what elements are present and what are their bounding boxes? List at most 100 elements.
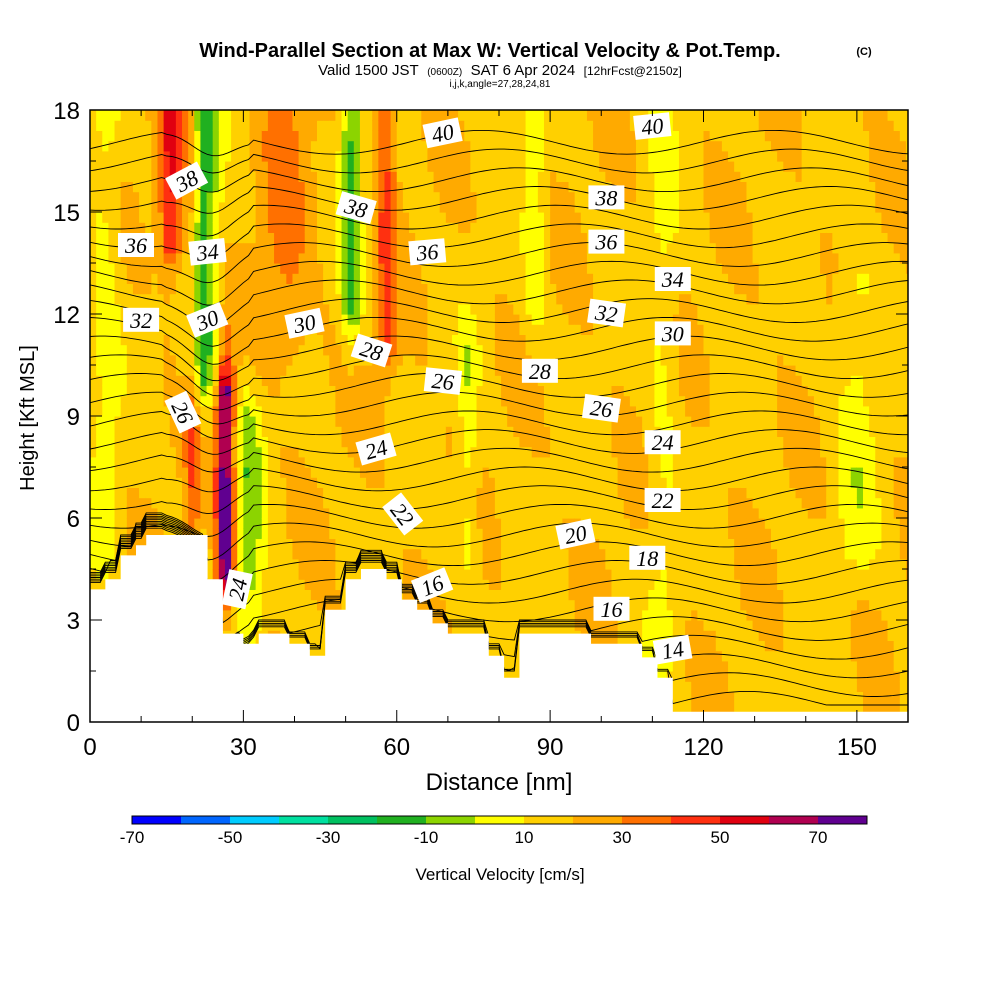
velocity-cell xyxy=(550,518,557,529)
velocity-cell xyxy=(353,538,361,550)
velocity-cell xyxy=(347,354,355,366)
velocity-cell xyxy=(96,548,103,560)
velocity-cell xyxy=(298,171,306,182)
velocity-cell xyxy=(464,609,471,621)
velocity-cell xyxy=(249,385,257,397)
velocity-cell xyxy=(212,405,220,417)
velocity-cell xyxy=(335,416,343,427)
velocity-cell xyxy=(593,212,600,223)
velocity-cell xyxy=(341,426,349,437)
velocity-cell xyxy=(574,293,582,305)
velocity-cell xyxy=(415,477,422,488)
velocity-cell xyxy=(157,191,165,203)
velocity-cell xyxy=(108,365,116,376)
velocity-cell xyxy=(231,467,238,478)
velocity-cell xyxy=(409,405,416,417)
velocity-cell xyxy=(501,222,508,233)
velocity-cell xyxy=(274,365,281,376)
velocity-cell xyxy=(206,569,214,580)
velocity-cell xyxy=(359,477,367,488)
velocity-cell xyxy=(445,334,453,346)
velocity-cell xyxy=(458,528,465,539)
velocity-cell xyxy=(384,456,392,468)
velocity-cell xyxy=(126,201,134,213)
velocity-cell xyxy=(513,303,521,315)
velocity-cell xyxy=(212,263,220,274)
velocity-cell xyxy=(359,303,367,315)
velocity-cell xyxy=(501,263,508,274)
velocity-cell xyxy=(353,130,361,142)
velocity-cell xyxy=(507,191,514,203)
velocity-cell xyxy=(470,395,478,407)
velocity-cell xyxy=(224,487,232,499)
velocity-cell xyxy=(445,110,453,121)
velocity-cell xyxy=(390,416,398,427)
velocity-cell xyxy=(347,324,355,335)
velocity-cell xyxy=(102,344,110,356)
velocity-cell xyxy=(310,354,318,366)
velocity-cell xyxy=(353,487,361,499)
velocity-cell xyxy=(402,344,410,356)
velocity-cell xyxy=(292,242,300,254)
velocity-cell xyxy=(464,507,471,519)
velocity-cell xyxy=(132,171,140,182)
velocity-cell xyxy=(188,324,195,335)
velocity-cell xyxy=(427,538,435,550)
velocity-cell xyxy=(163,120,171,131)
velocity-cell xyxy=(537,456,545,468)
velocity-cell xyxy=(255,120,263,131)
velocity-cell xyxy=(212,467,220,478)
velocity-cell xyxy=(231,507,238,519)
velocity-cell xyxy=(494,201,502,213)
velocity-cell xyxy=(525,528,533,539)
velocity-cell xyxy=(298,130,306,142)
velocity-cell xyxy=(261,385,269,397)
velocity-cell xyxy=(439,212,447,223)
velocity-cell xyxy=(274,242,281,254)
velocity-cell xyxy=(390,467,398,478)
velocity-cell xyxy=(372,161,379,172)
velocity-cell xyxy=(323,579,330,590)
velocity-cell xyxy=(102,212,110,223)
velocity-cell xyxy=(464,242,471,254)
velocity-cell xyxy=(580,579,588,590)
velocity-cell xyxy=(366,467,373,478)
velocity-cell xyxy=(507,273,514,284)
velocity-cell xyxy=(353,528,361,539)
velocity-cell xyxy=(218,334,226,346)
velocity-cell xyxy=(317,334,324,346)
velocity-cell xyxy=(353,354,361,366)
velocity-cell xyxy=(280,222,287,233)
velocity-cell xyxy=(96,405,103,417)
velocity-cell xyxy=(409,334,416,346)
velocity-cell xyxy=(501,660,508,672)
velocity-cell xyxy=(482,446,490,458)
velocity-cell xyxy=(145,416,152,427)
velocity-cell xyxy=(409,303,416,315)
velocity-cell xyxy=(163,365,171,376)
velocity-cell xyxy=(323,171,330,182)
velocity-cell xyxy=(145,487,152,499)
velocity-cell xyxy=(329,579,336,590)
velocity-cell xyxy=(580,365,588,376)
velocity-cell xyxy=(120,222,128,233)
velocity-cell xyxy=(114,303,122,315)
velocity-cell xyxy=(310,365,318,376)
velocity-cell xyxy=(96,191,103,203)
velocity-cell xyxy=(329,599,336,611)
velocity-cell xyxy=(470,334,478,346)
velocity-cell xyxy=(537,467,545,478)
velocity-cell xyxy=(507,446,514,458)
velocity-cell xyxy=(249,120,257,131)
velocity-cell xyxy=(556,344,563,356)
velocity-cell xyxy=(519,446,527,458)
velocity-cell xyxy=(243,436,251,448)
velocity-cell xyxy=(586,467,594,478)
velocity-cell xyxy=(556,579,563,590)
velocity-cell xyxy=(525,548,533,560)
velocity-cell xyxy=(402,395,410,407)
velocity-cell xyxy=(531,436,539,448)
velocity-cell xyxy=(384,232,392,244)
velocity-cell xyxy=(586,589,594,601)
velocity-cell xyxy=(145,344,152,356)
